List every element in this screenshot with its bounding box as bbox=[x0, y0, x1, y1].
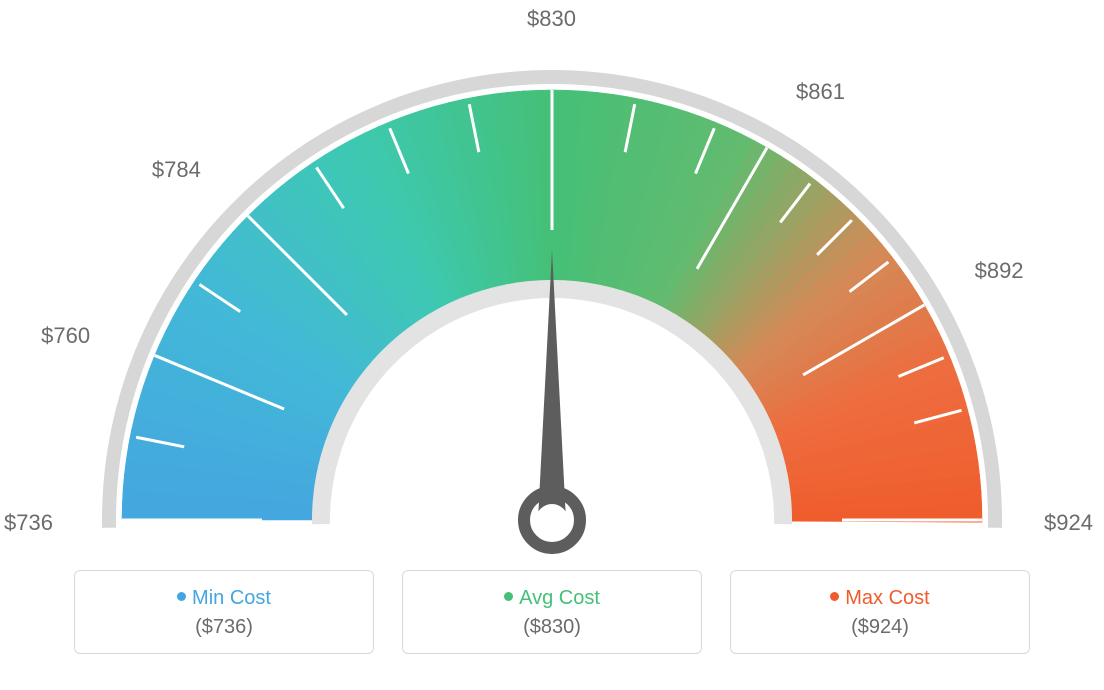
legend-title-text: Avg Cost bbox=[519, 587, 600, 609]
legend-row: Min Cost ($736) Avg Cost ($830) Max Cost ($92… bbox=[0, 570, 1104, 654]
gauge-chart: $736 $760 $784 $830 $861 $892 $924 bbox=[0, 0, 1104, 560]
legend-card: Max Cost ($924) bbox=[730, 570, 1030, 654]
legend-title: Min Cost bbox=[75, 587, 373, 610]
legend-value: ($924) bbox=[731, 616, 1029, 639]
legend-title: Max Cost bbox=[731, 587, 1029, 610]
tick-label: $830 bbox=[527, 6, 576, 32]
tick-label: $784 bbox=[152, 157, 201, 183]
legend-title: Avg Cost bbox=[403, 587, 701, 610]
gauge-svg bbox=[52, 20, 1052, 580]
legend-title-text: Min Cost bbox=[192, 587, 271, 609]
gauge-needle-hub-inner bbox=[536, 504, 568, 536]
legend-dot-icon bbox=[504, 592, 513, 601]
legend-dot-icon bbox=[177, 592, 186, 601]
tick-label: $760 bbox=[41, 323, 90, 349]
legend-title-text: Max Cost bbox=[845, 587, 929, 609]
legend-dot-icon bbox=[830, 592, 839, 601]
tick-label: $861 bbox=[796, 79, 845, 105]
tick-label: $924 bbox=[1044, 510, 1093, 536]
tick-label: $892 bbox=[975, 258, 1024, 284]
legend-value: ($736) bbox=[75, 616, 373, 639]
legend-value: ($830) bbox=[403, 616, 701, 639]
legend-card: Min Cost ($736) bbox=[74, 570, 374, 654]
legend-card: Avg Cost ($830) bbox=[402, 570, 702, 654]
tick-label: $736 bbox=[4, 510, 53, 536]
chart-container: $736 $760 $784 $830 $861 $892 $924 Min Cost ($7… bbox=[0, 0, 1104, 690]
